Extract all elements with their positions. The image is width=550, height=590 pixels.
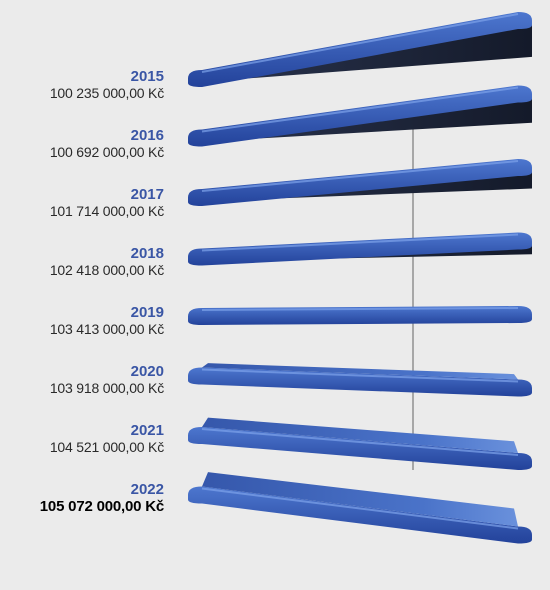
tick-label-year: 2019 — [130, 304, 164, 321]
slab-2017 — [188, 159, 532, 206]
data-label-value: 101 714 000,00 Kč — [49, 203, 164, 219]
slab-highlight — [201, 487, 519, 530]
slab-2022 — [188, 472, 532, 544]
slab-front — [188, 159, 532, 206]
slab-highlight — [201, 13, 519, 73]
slab-front — [188, 12, 532, 87]
slab-highlight — [201, 160, 519, 192]
slab-front — [188, 486, 532, 544]
data-label-value: 100 692 000,00 Kč — [49, 144, 164, 160]
slab-highlight — [201, 368, 519, 383]
data-label-value: 105 072 000,00 Kč — [39, 498, 164, 515]
tick-label-year: 2021 — [130, 422, 164, 439]
slab-top — [202, 417, 518, 453]
slab-front — [188, 367, 532, 397]
slab-2018 — [188, 232, 532, 266]
label-block: 2017 101 714 000,00 Kč — [50, 186, 164, 220]
slab-2015 — [188, 12, 532, 87]
label-block: 2016 100 692 000,00 Kč — [50, 127, 164, 161]
data-label-value: 103 413 000,00 Kč — [49, 321, 164, 337]
data-label-value: 102 418 000,00 Kč — [49, 262, 164, 278]
tick-label-year: 2015 — [130, 68, 164, 85]
slab-top — [202, 472, 518, 527]
tick-label-year: 2018 — [130, 245, 164, 262]
label-block: 2021 104 521 000,00 Kč — [50, 422, 164, 456]
slab-front — [188, 427, 532, 470]
slab-highlight — [201, 86, 519, 133]
slab-2020 — [188, 363, 532, 397]
tick-label-year: 2022 — [130, 481, 164, 498]
slab-front — [188, 232, 532, 266]
tick-label-year: 2020 — [130, 363, 164, 380]
slabs-group — [188, 12, 532, 544]
tick-label-year: 2016 — [130, 127, 164, 144]
slab-top — [202, 363, 518, 380]
slab-highlight — [201, 428, 519, 456]
tick-label-year: 2017 — [130, 186, 164, 203]
label-block: 2020 103 918 000,00 Kč — [50, 363, 164, 397]
label-block: 2019 103 413 000,00 Kč — [50, 304, 164, 338]
label-block: 2018 102 418 000,00 Kč — [50, 245, 164, 279]
data-label-value: 100 235 000,00 Kč — [49, 85, 164, 101]
slab-front — [188, 85, 532, 147]
label-block: 2015 100 235 000,00 Kč — [50, 68, 164, 102]
slab-highlight — [201, 233, 519, 252]
slab-highlight — [201, 307, 519, 311]
slab-front — [188, 306, 532, 325]
data-label-value: 104 521 000,00 Kč — [49, 439, 164, 455]
slab-2019 — [188, 306, 532, 325]
label-block: 2022 105 072 000,00 Kč — [40, 481, 164, 515]
slab-2016 — [188, 85, 532, 147]
slab-2021 — [188, 417, 532, 470]
data-label-value: 103 918 000,00 Kč — [49, 380, 164, 396]
